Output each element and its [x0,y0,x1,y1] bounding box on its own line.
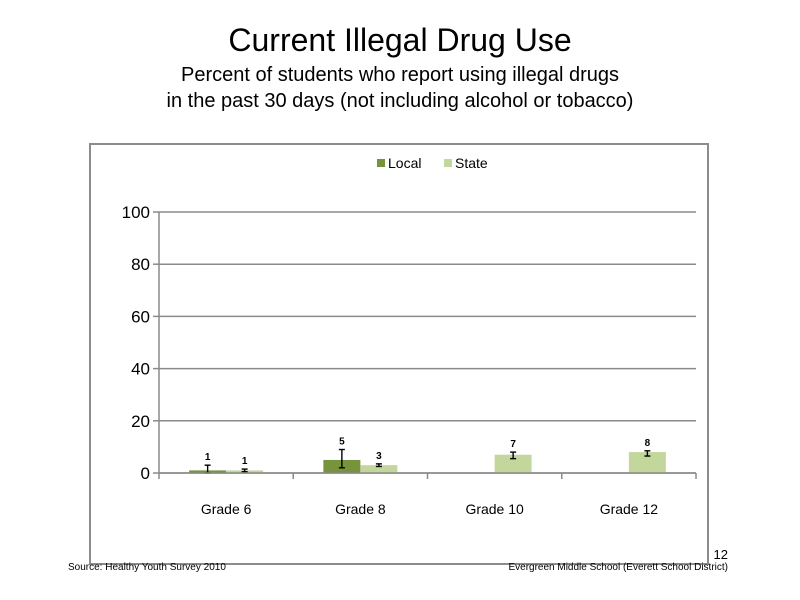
slide-subtitle-line-2: in the past 30 days (not including alcoh… [166,90,634,112]
school-note: Evergreen Middle School (Everett School … [508,562,728,573]
x-tick-label-grade-6: Grade 6 [201,501,252,517]
data-label-state-grade-8: 3 [376,451,382,462]
legend-swatch-state [444,159,452,167]
x-tick-label-grade-10: Grade 10 [465,501,524,517]
y-tick-label-20: 20 [131,412,150,431]
y-tick-label-100: 100 [122,203,150,222]
source-note: Source: Healthy Youth Survey 2010 [68,562,226,573]
chart-frame: 0 20 40 60 80 100 Grade 6 Grade 8 Grade 10 Grade … [89,143,709,565]
slide-subtitle-line-1: Percent of students who report using ill… [180,64,620,86]
bar-state-grade-10 [494,454,532,473]
y-tick-label-80: 80 [131,255,150,274]
bar-state-grade-12 [628,452,666,473]
data-label-state-grade-10: 7 [510,439,516,450]
y-tick-label-0: 0 [141,464,150,483]
x-tick-label-grade-12: Grade 12 [600,501,659,517]
y-tick-label-40: 40 [131,360,150,379]
legend-label-local: Local [388,155,421,171]
y-tick-label-60: 60 [131,307,150,326]
legend-label-state: State [455,155,488,171]
data-label-state-grade-12: 8 [645,438,651,449]
chart-svg: 0 20 40 60 80 100 Grade 6 Grade 8 Grade 10 Grade … [122,155,697,517]
slide-title: Current Illegal Drug Use [228,22,572,58]
data-label-local-grade-8: 5 [339,437,345,448]
page-number: 12 [713,547,728,562]
bar-state-grade-8 [360,465,398,473]
data-label-local-grade-6: 1 [205,452,211,463]
data-label-state-grade-6: 1 [242,456,248,467]
x-tick-label-grade-8: Grade 8 [335,501,386,517]
legend-swatch-local [377,159,385,167]
